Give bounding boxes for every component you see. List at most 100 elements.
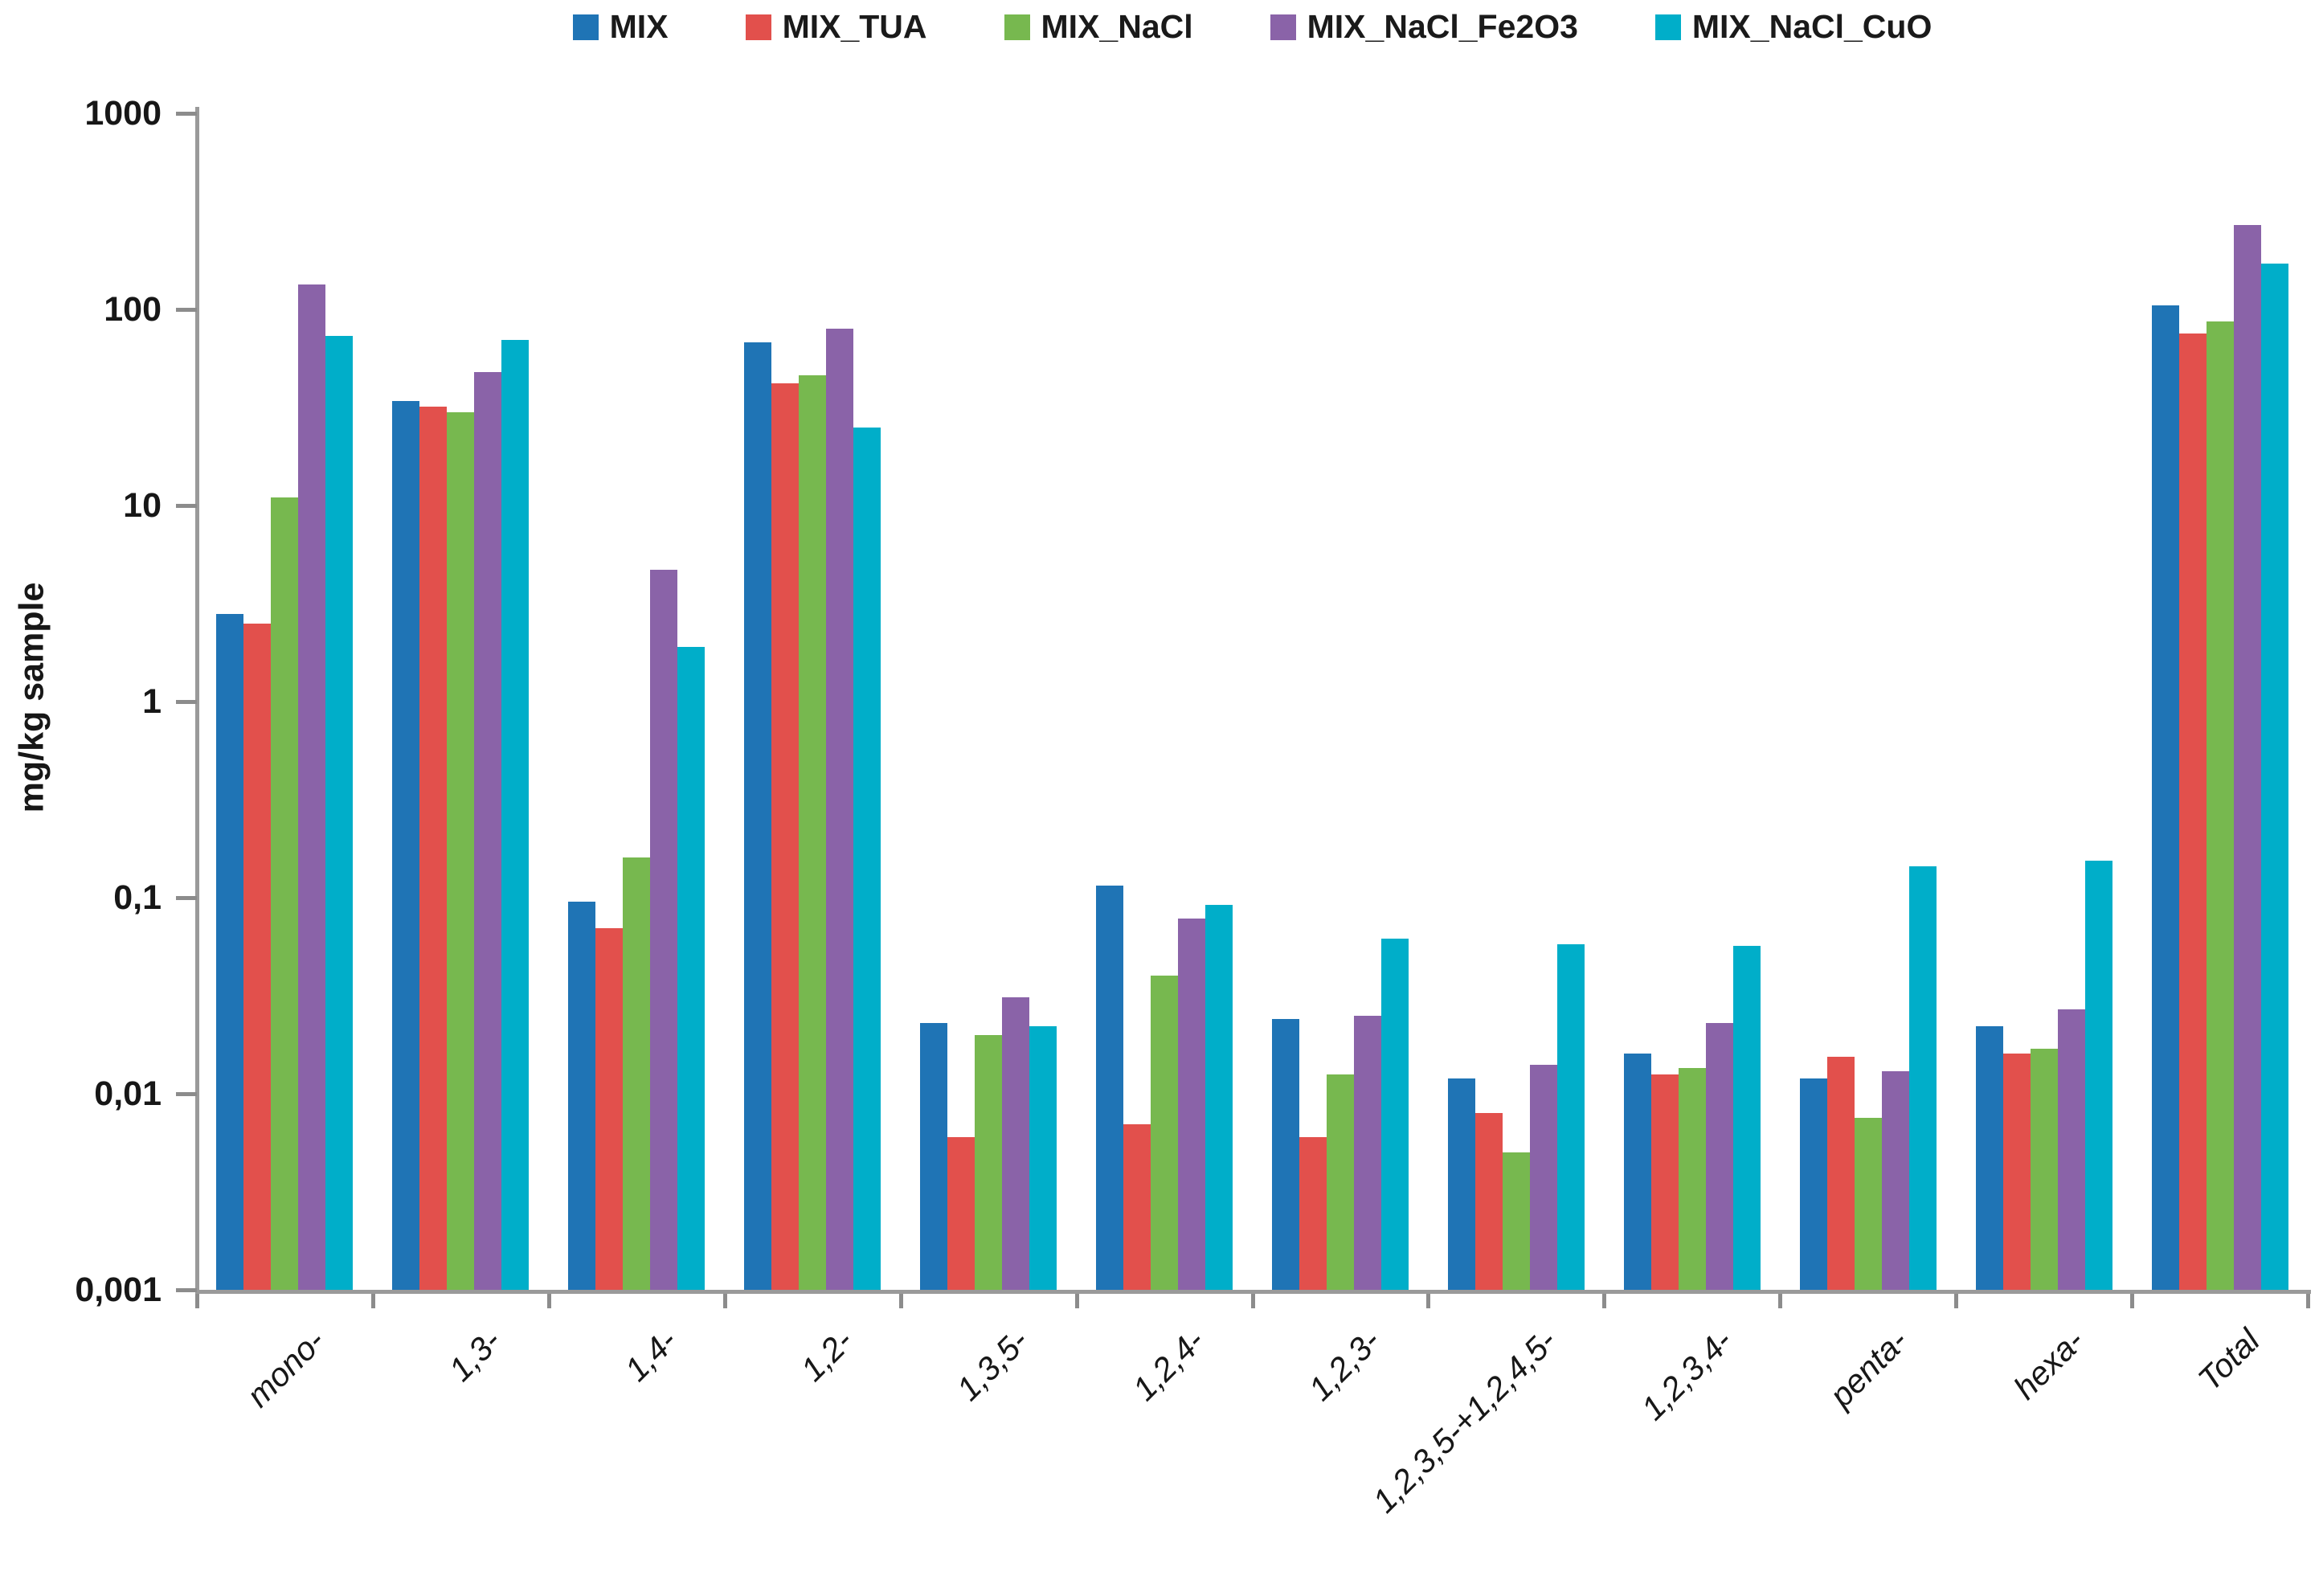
x-category-label: mono- (239, 1322, 332, 1414)
bar-MIX-1,2,3,4- (1623, 1054, 1651, 1290)
bar-MIX-1,2,3,5-+1,2,4,5- (1447, 1078, 1475, 1290)
x-category-label: 1,4- (617, 1322, 684, 1389)
bar-MIX_NaCl_Fe2O3-hexa- (2057, 1009, 2085, 1290)
x-tick-mark (1250, 1294, 1255, 1308)
y-tick-label: 100 (104, 290, 162, 329)
x-category-label: 1,2- (793, 1322, 860, 1389)
bar-MIX_TUA-1,2- (771, 383, 800, 1290)
bar-MIX_NaCl_Fe2O3-mono- (298, 284, 326, 1290)
y-tick-label: 0,1 (113, 878, 162, 917)
bar-MIX_NaCl-1,3- (447, 411, 475, 1290)
y-tick-mark (176, 1092, 197, 1096)
legend: MIX MIX_TUA MIX_NaCl MIX_NaCl_Fe2O3 MIX_NaCl… (197, 8, 2308, 46)
legend-label: MIX_TUA (782, 8, 927, 45)
y-tick-label: 1 (142, 682, 162, 721)
bar-MIX_TUA-1,3- (419, 406, 448, 1290)
x-tick-mark (1602, 1294, 1607, 1308)
legend-item: MIX (572, 8, 669, 46)
bar-MIX_NaCl_Fe2O3-1,2,3,5-+1,2,4,5- (1529, 1065, 1557, 1290)
bar-MIX_NaCl_Fe2O3-1,2,4- (1178, 919, 1206, 1290)
bar-MIX_NaCl-1,2,3,4- (1678, 1068, 1706, 1290)
bar-MIX-1,4- (568, 902, 596, 1290)
y-tick-mark (176, 504, 197, 508)
y-tick-mark (176, 112, 197, 116)
x-category-label: penta- (1822, 1322, 1916, 1414)
x-category-label: 1,2,4- (1125, 1322, 1212, 1408)
y-tick-mark (176, 896, 197, 900)
bar-MIX_NaCl_Fe2O3-Total (2233, 224, 2261, 1290)
legend-item: MIX_NaCl (1004, 8, 1193, 46)
x-category-label: Total (2190, 1322, 2268, 1398)
bar-MIX_NaCl_CuO-1,3- (501, 339, 530, 1290)
bar-MIX_NaCl-Total (2206, 321, 2234, 1290)
x-category-label: 1,3- (441, 1322, 508, 1389)
y-axis-line (195, 107, 199, 1291)
bar-MIX_NaCl_Fe2O3-1,4- (650, 570, 678, 1290)
bar-MIX_NaCl-1,2,3- (1326, 1074, 1354, 1290)
legend-item: MIX_TUA (745, 8, 927, 46)
legend-swatch-icon (572, 14, 599, 40)
bar-MIX_NaCl_CuO-1,4- (677, 646, 706, 1290)
y-tick-label: 0,001 (75, 1271, 162, 1309)
x-tick-mark (2130, 1294, 2135, 1308)
bar-MIX-1,3- (392, 401, 420, 1290)
y-axis-title: mg/kg sample (12, 582, 51, 813)
y-tick-mark (176, 1288, 197, 1292)
bar-MIX_TUA-1,2,3- (1299, 1137, 1327, 1290)
x-tick-mark (546, 1294, 551, 1308)
bar-MIX_TUA-1,2,3,5-+1,2,4,5- (1474, 1112, 1503, 1290)
bar-MIX_NaCl_CuO-mono- (325, 336, 354, 1290)
x-tick-mark (195, 1294, 199, 1308)
x-category-label: 1,2,3,4- (1634, 1322, 1740, 1427)
legend-swatch-icon (1004, 14, 1030, 40)
bar-MIX_TUA-1,2,3,4- (1650, 1074, 1679, 1290)
y-tick-label: 1000 (84, 94, 162, 133)
bar-MIX_NaCl-hexa- (2030, 1048, 2058, 1290)
legend-item: MIX_NaCl_Fe2O3 (1270, 8, 1578, 46)
bar-MIX_NaCl_CuO-1,2,3- (1380, 938, 1409, 1290)
bar-MIX-mono- (216, 613, 244, 1290)
bar-MIX_NaCl-mono- (271, 497, 299, 1290)
bar-MIX_NaCl_CuO-1,2,3,4- (1732, 945, 1761, 1290)
bar-MIX-1,2,3- (1271, 1019, 1299, 1290)
y-tick-mark (176, 308, 197, 312)
x-tick-mark (2306, 1294, 2310, 1308)
bar-MIX_NaCl_CuO-1,3,5- (1029, 1026, 1057, 1290)
bar-MIX_NaCl_Fe2O3-1,2- (826, 328, 854, 1290)
bar-MIX_NaCl_Fe2O3-1,3,5- (1002, 997, 1030, 1290)
y-tick-label: 0,01 (94, 1074, 162, 1113)
bar-MIX_NaCl_CuO-Total (2260, 263, 2288, 1290)
legend-label: MIX (609, 8, 669, 45)
y-tick-label: 10 (123, 486, 162, 525)
legend-item: MIX_NaCl_CuO (1654, 8, 1932, 46)
bar-MIX_NaCl_Fe2O3-1,2,3,4- (1705, 1022, 1733, 1290)
x-tick-mark (1426, 1294, 1431, 1308)
x-category-label: 1,2,3- (1301, 1322, 1388, 1408)
bar-MIX_TUA-penta- (1826, 1056, 1855, 1290)
legend-label: MIX_NaCl_CuO (1691, 8, 1932, 45)
x-tick-mark (1074, 1294, 1079, 1308)
bar-MIX_NaCl_Fe2O3-penta- (1881, 1071, 1909, 1290)
x-tick-mark (898, 1294, 903, 1308)
bar-MIX_TUA-1,3,5- (947, 1137, 975, 1290)
x-category-label: hexa- (2006, 1322, 2092, 1407)
x-tick-mark (722, 1294, 727, 1308)
x-tick-mark (1954, 1294, 1959, 1308)
bar-MIX_NaCl-1,2,3,5-+1,2,4,5- (1502, 1152, 1530, 1290)
legend-swatch-icon (1270, 14, 1296, 40)
bar-MIX_TUA-Total (2178, 334, 2207, 1290)
x-category-label: 1,3,5- (949, 1322, 1036, 1408)
y-tick-mark (176, 700, 197, 704)
bar-MIX_TUA-hexa- (2002, 1054, 2031, 1290)
bar-MIX-1,2- (744, 342, 772, 1290)
bar-MIX-penta- (1799, 1078, 1827, 1290)
bar-MIX_NaCl_CuO-1,2,3,5-+1,2,4,5- (1556, 943, 1585, 1290)
bar-MIX_NaCl_Fe2O3-1,3- (474, 371, 502, 1290)
bar-MIX_NaCl_Fe2O3-1,2,3- (1353, 1015, 1381, 1290)
bar-MIX_NaCl-1,2,4- (1151, 976, 1179, 1290)
legend-swatch-icon (745, 14, 771, 40)
bar-MIX_NaCl-1,2- (799, 375, 827, 1290)
x-tick-mark (1778, 1294, 1783, 1308)
